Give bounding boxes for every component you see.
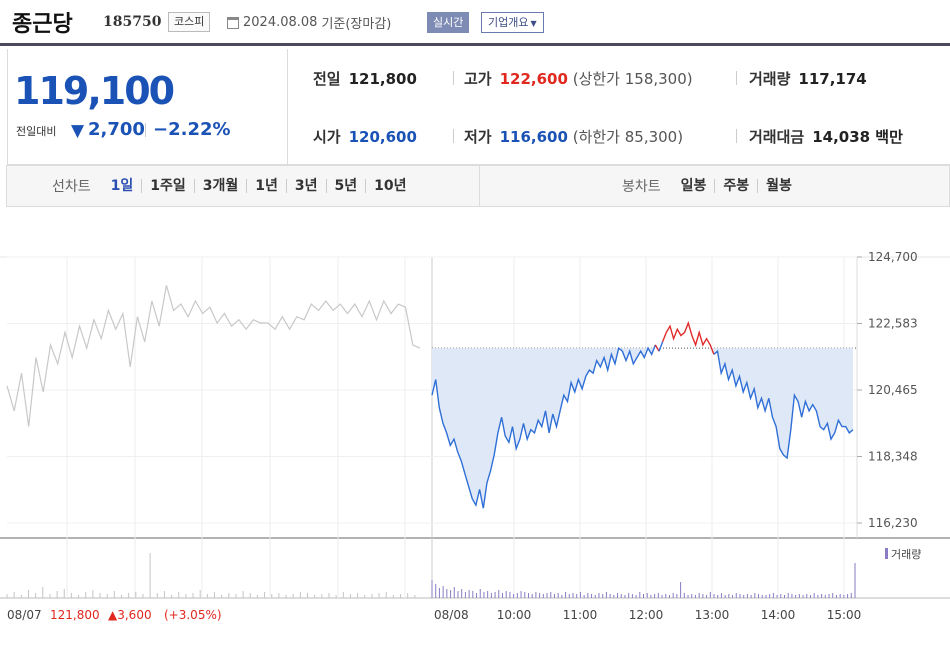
- today-line-above-prev-close: [654, 344, 660, 352]
- market-badge: 코스피: [168, 12, 211, 32]
- low-value: 116,600: [499, 128, 568, 146]
- company-overview-button[interactable]: 기업개요 ▼: [481, 12, 544, 33]
- open-value: 120,600: [348, 128, 417, 146]
- high-price: 고가 122,600 (상한가 158,300): [464, 68, 693, 89]
- prev-day-change: ▲3,600: [108, 608, 152, 622]
- below-prev-close-area: [432, 348, 853, 509]
- today-line-below-prev-close: [713, 349, 854, 460]
- divider: [479, 166, 480, 206]
- tab-3year[interactable]: 3년: [285, 179, 326, 193]
- prev-day-change-percent: (+3.05%): [164, 608, 222, 622]
- down-triangle-icon: ▼: [71, 121, 85, 141]
- prev-close-label: 전일: [313, 70, 341, 88]
- high-value: 122,600: [499, 70, 568, 88]
- change-value: 2,700: [88, 119, 145, 140]
- volume-plot: [6, 553, 856, 598]
- volume-value: 117,174: [798, 70, 867, 88]
- x-tick-label: 14:00: [761, 608, 796, 622]
- volume-label: 거래량: [749, 70, 791, 88]
- realtime-button[interactable]: 실시간: [427, 12, 470, 33]
- low-price: 저가 116,600 (하한가 85,300): [464, 126, 683, 147]
- low-label: 저가: [464, 128, 492, 146]
- price-plot: [6, 285, 857, 509]
- prev-day-label: 08/07: [7, 608, 42, 622]
- x-tick-label: 11:00: [563, 608, 598, 622]
- lower-limit: (하한가 85,300): [572, 128, 684, 146]
- calendar-icon: [227, 16, 239, 29]
- trade-amount: 거래대금 14,038 백만: [749, 126, 903, 147]
- prev-close: 전일 121,800: [313, 68, 417, 89]
- change-label: 전일대비: [16, 125, 57, 138]
- chart-grid: [0, 256, 950, 599]
- current-price: 119,100: [14, 69, 175, 113]
- tab-weekly[interactable]: 주봉: [714, 179, 757, 193]
- y-tick-label: 122,583: [868, 317, 918, 331]
- divider: [736, 71, 737, 85]
- line-chart-title: 선차트: [52, 179, 91, 195]
- amount-label: 거래대금: [749, 128, 805, 146]
- stock-code: 185750: [103, 14, 162, 30]
- tab-1day[interactable]: 1일: [110, 178, 134, 194]
- y-tick-label: 124,700: [868, 250, 918, 264]
- date-info: 2024.08.08 기준(장마감): [227, 13, 391, 32]
- today-line-below-prev-close: [431, 344, 656, 509]
- today-line-below-prev-close: [658, 341, 664, 352]
- prev-close-value: 121,800: [348, 70, 417, 88]
- tab-monthly[interactable]: 월봉: [757, 179, 800, 193]
- today-line-above-prev-close: [661, 320, 715, 355]
- volume: 거래량 117,174: [749, 68, 867, 89]
- today-label: 08/08: [434, 608, 469, 622]
- candle-chart-tabs: 봉차트 일봉 주봉 월봉: [622, 166, 800, 206]
- volume-legend-swatch: [885, 548, 888, 559]
- date-text: 2024.08.08: [243, 15, 318, 30]
- open-price: 시가 120,600: [313, 126, 417, 147]
- prev-day-line: [6, 285, 421, 427]
- upper-limit: (상한가 158,300): [572, 70, 693, 88]
- prev-day-close: 121,800: [50, 608, 100, 622]
- stock-name: 종근당: [12, 12, 73, 37]
- quote-panel: 119,100 전일대비 ▼ 2,700 −2.22% 전일 121,800 고가…: [7, 49, 950, 165]
- stock-header: 종근당 185750 코스피 2024.08.08 기준(장마감) 실시간 기업…: [0, 0, 950, 46]
- date-basis: 기준(장마감): [321, 17, 392, 32]
- current-price-box: 119,100 전일대비 ▼ 2,700 −2.22%: [8, 49, 288, 164]
- divider: [736, 129, 737, 143]
- divider: [453, 71, 454, 85]
- x-tick-label: 12:00: [629, 608, 664, 622]
- high-label: 고가: [464, 70, 492, 88]
- divider: [145, 123, 146, 137]
- amount-value: 14,038 백만: [812, 128, 903, 146]
- tab-10year[interactable]: 10년: [365, 179, 414, 193]
- tab-1year[interactable]: 1년: [246, 179, 286, 193]
- tab-5year[interactable]: 5년: [325, 179, 366, 193]
- tab-daily[interactable]: 일봉: [680, 178, 707, 194]
- y-tick-label: 116,230: [868, 516, 918, 530]
- divider: [453, 129, 454, 143]
- caret-down-icon: ▼: [530, 19, 537, 28]
- company-overview-label: 기업개요: [488, 16, 529, 29]
- y-tick-label: 118,348: [868, 450, 918, 464]
- x-axis: 08/07 121,800 ▲3,600 (+3.05%) 08/08 10:0…: [7, 608, 861, 622]
- line-chart-tabs: 선차트 1일 1주일 3개월 1년 3년 5년 10년: [52, 166, 415, 206]
- y-axis-ticks: 124,700 122,583 120,465 118,348 116,230: [857, 250, 918, 530]
- tab-1week[interactable]: 1주일: [141, 179, 194, 193]
- x-tick-label: 15:00: [827, 608, 862, 622]
- open-label: 시가: [313, 128, 341, 146]
- chart-period-tabs: 선차트 1일 1주일 3개월 1년 3년 5년 10년 봉차트 일봉 주봉 월봉: [6, 165, 950, 207]
- x-tick-label: 10:00: [497, 608, 532, 622]
- y-tick-label: 120,465: [868, 383, 918, 397]
- volume-legend-label: 거래량: [891, 548, 921, 561]
- intraday-price-chart: 124,700 122,583 120,465 118,348 116,230 08/0…: [0, 250, 950, 622]
- tab-3month[interactable]: 3개월: [193, 179, 247, 193]
- volume-legend: 거래량: [885, 548, 921, 561]
- candle-chart-title: 봉차트: [622, 179, 661, 195]
- x-tick-label: 13:00: [695, 608, 730, 622]
- change-percent: −2.22%: [153, 119, 231, 140]
